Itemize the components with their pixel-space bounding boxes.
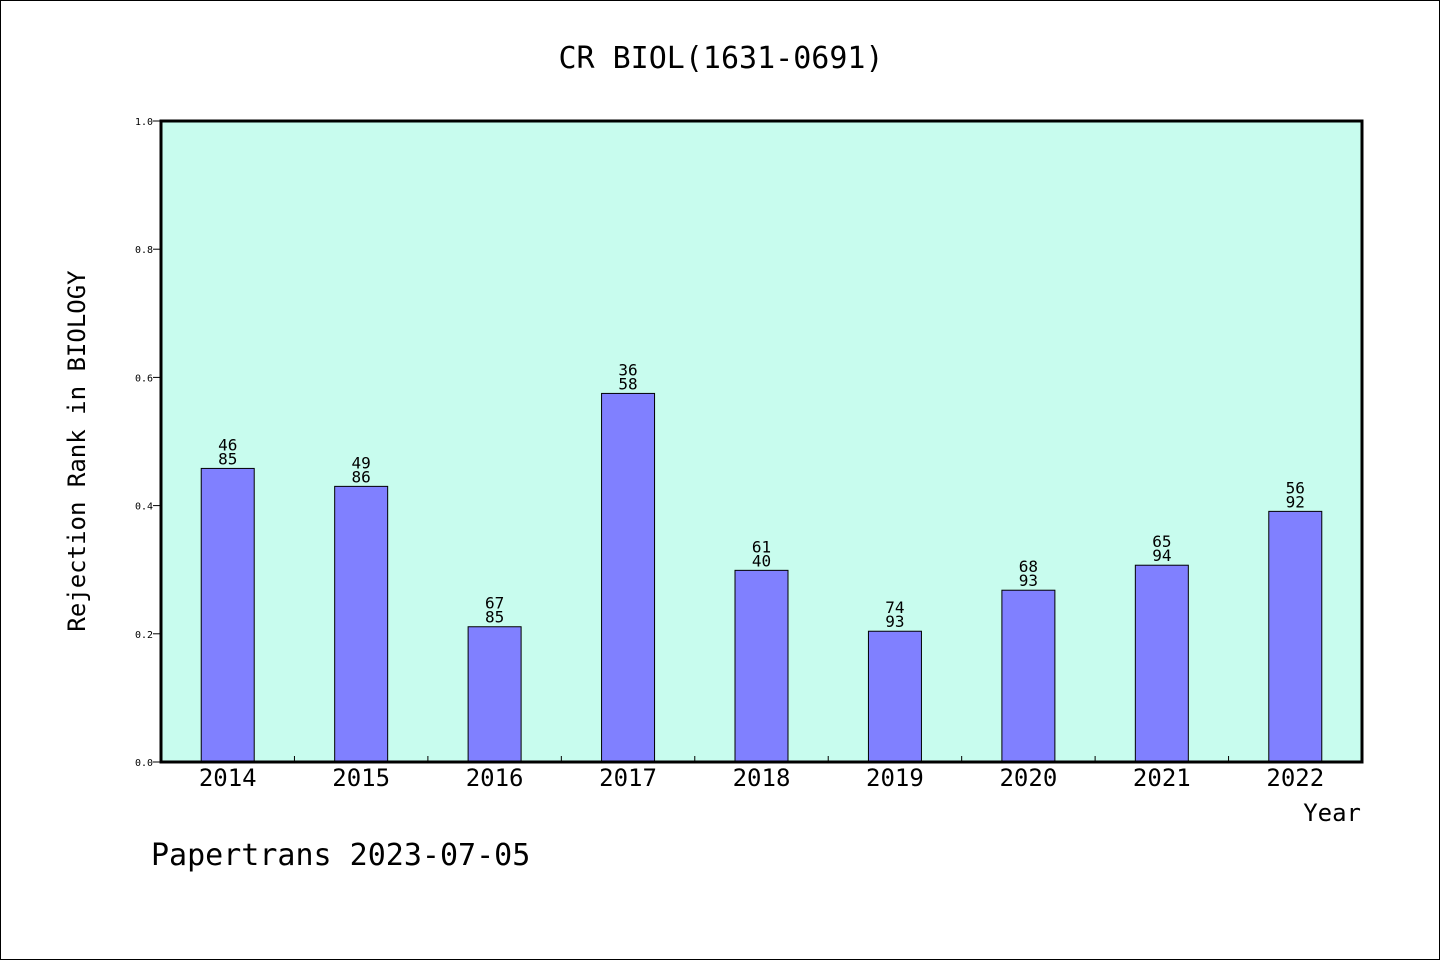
bar-value-label: 74	[885, 598, 904, 617]
bar-value-label: 58	[618, 374, 637, 393]
bar-value-label: 56	[1286, 478, 1305, 497]
bar-value-label: 40	[752, 551, 771, 570]
x-tick-label: 2018	[733, 764, 791, 792]
x-axis: 2014 2015 2016 2017 2018 2019 2020 2021 2022	[199, 756, 1324, 792]
y-tick-label: 1.0	[135, 117, 153, 128]
y-tick-label: 0.2	[135, 630, 153, 641]
bar-value-label: 36	[618, 360, 637, 379]
x-tick-label: 2021	[1133, 764, 1191, 792]
x-tick-label: 2019	[866, 764, 924, 792]
y-axis: 0.0 0.2 0.4 0.6 0.8 1.0	[135, 117, 161, 769]
bar-2018	[734, 569, 789, 763]
x-tick-label: 2015	[332, 764, 390, 792]
y-axis-title: Rejection Rank in BIOLOGY	[63, 270, 91, 632]
bar-2020	[1001, 589, 1056, 763]
bar-value-label: 61	[752, 537, 771, 556]
x-tick-label: 2016	[466, 764, 524, 792]
bar-2022	[1268, 510, 1323, 763]
bar-2014	[200, 467, 255, 763]
y-tick-label: 0.0	[135, 758, 153, 769]
bar-value-label: 46	[218, 435, 237, 454]
bar-2019	[867, 630, 922, 763]
bar-value-label: 94	[1152, 546, 1171, 565]
bar-value-label: 65	[1152, 532, 1171, 551]
bar-value-label: 93	[1019, 571, 1038, 590]
bar-2017	[601, 392, 656, 763]
bar-value-label: 67	[485, 594, 504, 613]
x-tick-label: 2017	[599, 764, 657, 792]
x-tick-label: 2022	[1266, 764, 1324, 792]
bar-value-label: 49	[352, 453, 371, 472]
plot-border	[159, 119, 1364, 764]
chart-title: CR BIOL(1631-0691)	[558, 41, 883, 76]
bar-value-label: 68	[1019, 557, 1038, 576]
bar-2015	[334, 485, 389, 763]
footer-text: Papertrans 2023-07-05	[151, 838, 530, 873]
bar-value-label: 85	[218, 449, 237, 468]
x-tick-label: 2020	[999, 764, 1057, 792]
bar-value-label: 93	[885, 612, 904, 631]
bar-value-label: 85	[485, 608, 504, 627]
x-axis-title: Year	[1303, 799, 1361, 827]
bar-2021	[1134, 564, 1189, 763]
bar-value-label: 86	[352, 467, 371, 486]
x-tick-label: 2014	[199, 764, 257, 792]
bar-value-label: 92	[1286, 492, 1305, 511]
bar-2016	[467, 626, 522, 763]
y-tick-label: 0.4	[135, 502, 153, 513]
y-tick-label: 0.8	[135, 245, 153, 256]
y-tick-label: 0.6	[135, 373, 153, 384]
